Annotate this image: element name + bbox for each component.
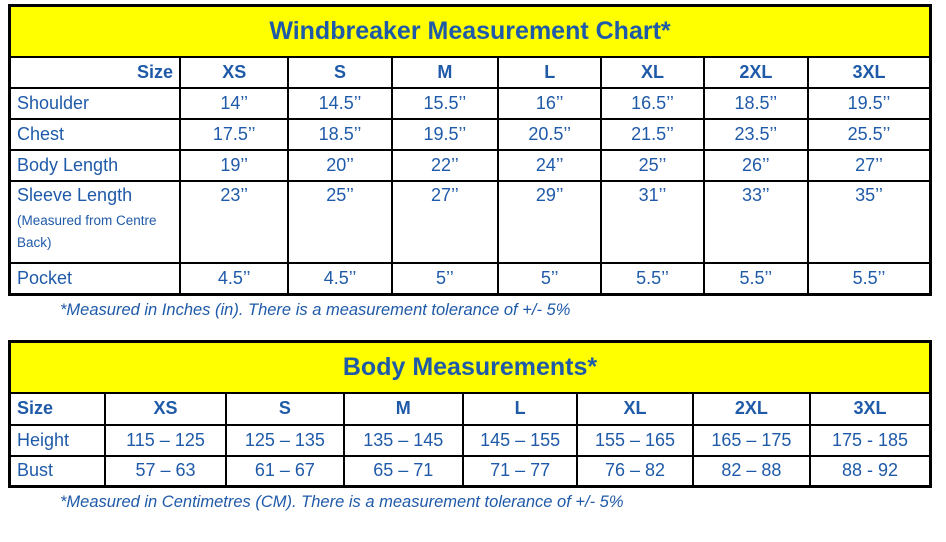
measurement-cell: 61 – 67 [225, 454, 345, 488]
row-label: Height [8, 423, 106, 457]
column-header-row: Size XS S M L XL 2XL 3XL [8, 56, 932, 89]
measurement-cell: 19.5’’ [390, 118, 500, 151]
measurement-cell: 16.5’’ [600, 87, 705, 120]
sleeve-length-label: Sleeve Length [17, 185, 133, 205]
table-row-pocket: Pocket 4.5’’ 4.5’’ 5’’ 5’’ 5.5’’ 5.5’’ 5… [8, 262, 932, 295]
table-title-row: Windbreaker Measurement Chart* [8, 4, 932, 58]
measurement-cell: 5.5’’ [702, 262, 810, 295]
measurement-cell: 16’’ [497, 87, 603, 120]
inches-footnote: *Measured in Inches (in). There is a mea… [60, 300, 571, 319]
table-row-bust: Bust 57 – 63 61 – 67 65 – 71 71 – 77 76 … [8, 454, 932, 488]
measurement-cell: 25’’ [600, 149, 705, 182]
measurement-cell: 76 – 82 [576, 454, 694, 488]
col-header-l: L [461, 391, 579, 426]
measurement-cell: 5’’ [497, 262, 603, 295]
col-header-2xl: 2XL [702, 56, 810, 89]
col-header-m: M [342, 391, 464, 426]
col-header-xs: XS [103, 391, 228, 426]
measurement-cell: 57 – 63 [103, 454, 228, 488]
measurement-cell: 24’’ [497, 149, 603, 182]
body-table-title: Body Measurements* [8, 340, 932, 394]
measurement-cell: 23’’ [179, 180, 290, 264]
row-label: Bust [8, 454, 106, 488]
measurement-cell: 18.5’’ [287, 118, 393, 151]
measurement-cell: 155 – 165 [576, 423, 694, 457]
measurement-cell: 115 – 125 [103, 423, 228, 457]
row-label: Body Length [8, 149, 182, 182]
measurement-cell: 25’’ [287, 180, 393, 264]
measurement-cell: 4.5’’ [179, 262, 290, 295]
column-header-row: Size XS S M L XL 2XL 3XL [8, 391, 932, 426]
measurement-cell: 23.5’’ [702, 118, 810, 151]
measurement-cell: 4.5’’ [287, 262, 393, 295]
measurement-cell: 88 - 92 [809, 454, 932, 488]
table-row-chest: Chest 17.5’’ 18.5’’ 19.5’’ 20.5’’ 21.5’’… [8, 118, 932, 151]
table-title-row: Body Measurements* [8, 340, 932, 394]
col-header-l: L [497, 56, 603, 89]
col-header-xs: XS [179, 56, 290, 89]
table-row-height: Height 115 – 125 125 – 135 135 – 145 145… [8, 423, 932, 457]
measurement-cell: 31’’ [600, 180, 705, 264]
col-header-3xl: 3XL [809, 391, 932, 426]
size-header: Size [8, 56, 182, 89]
measurement-cell: 135 – 145 [342, 423, 464, 457]
col-header-xl: XL [576, 391, 694, 426]
measurement-cell: 27’’ [390, 180, 500, 264]
row-label: Sleeve Length (Measured from Centre Back… [8, 180, 182, 264]
measurement-cell: 65 – 71 [342, 454, 464, 488]
measurement-cell: 125 – 135 [225, 423, 345, 457]
measurement-cell: 20.5’’ [497, 118, 603, 151]
measurement-cell: 82 – 88 [691, 454, 812, 488]
table-row-shoulder: Shoulder 14’’ 14.5’’ 15.5’’ 16’’ 16.5’’ … [8, 87, 932, 120]
centimetres-footnote: *Measured in Centimetres (CM). There is … [60, 493, 624, 511]
measurement-cell: 5.5’’ [600, 262, 705, 295]
row-label: Pocket [8, 262, 182, 295]
measurement-cell: 20’’ [287, 149, 393, 182]
measurement-cell: 25.5’’ [807, 118, 932, 151]
size-chart-page: Windbreaker Measurement Chart* Size XS S… [8, 4, 932, 511]
measurement-cell: 26’’ [702, 149, 810, 182]
measurement-cell: 165 – 175 [691, 423, 812, 457]
col-header-2xl: 2XL [691, 391, 812, 426]
measurement-cell: 22’’ [390, 149, 500, 182]
measurement-cell: 175 - 185 [809, 423, 932, 457]
size-header: Size [8, 391, 106, 426]
windbreaker-table-title: Windbreaker Measurement Chart* [8, 4, 932, 58]
col-header-s: S [287, 56, 393, 89]
measurement-cell: 14’’ [179, 87, 290, 120]
col-header-3xl: 3XL [807, 56, 932, 89]
measurement-cell: 19’’ [179, 149, 290, 182]
measurement-cell: 21.5’’ [600, 118, 705, 151]
measurement-cell: 35’’ [807, 180, 932, 264]
measurement-cell: 145 – 155 [461, 423, 579, 457]
measurement-cell: 15.5’’ [390, 87, 500, 120]
measurement-cell: 14.5’’ [287, 87, 393, 120]
table-row-sleeve-length: Sleeve Length (Measured from Centre Back… [8, 180, 932, 264]
col-header-xl: XL [600, 56, 705, 89]
measurement-cell: 29’’ [497, 180, 603, 264]
col-header-s: S [225, 391, 345, 426]
row-label: Chest [8, 118, 182, 151]
sleeve-length-sublabel: (Measured from Centre Back) [17, 213, 157, 250]
row-label: Shoulder [8, 87, 182, 120]
measurement-cell: 17.5’’ [179, 118, 290, 151]
measurement-cell: 5’’ [390, 262, 500, 295]
measurement-cell: 71 – 77 [461, 454, 579, 488]
windbreaker-measurement-table: Windbreaker Measurement Chart* Size XS S… [8, 4, 932, 296]
measurement-cell: 5.5’’ [807, 262, 932, 295]
measurement-cell: 19.5’’ [807, 87, 932, 120]
col-header-m: M [390, 56, 500, 89]
measurement-cell: 18.5’’ [702, 87, 810, 120]
measurement-cell: 27’’ [807, 149, 932, 182]
measurement-cell: 33’’ [702, 180, 810, 264]
body-measurements-table: Body Measurements* Size XS S M L XL 2XL … [8, 339, 932, 488]
table-row-body-length: Body Length 19’’ 20’’ 22’’ 24’’ 25’’ 26’… [8, 149, 932, 182]
